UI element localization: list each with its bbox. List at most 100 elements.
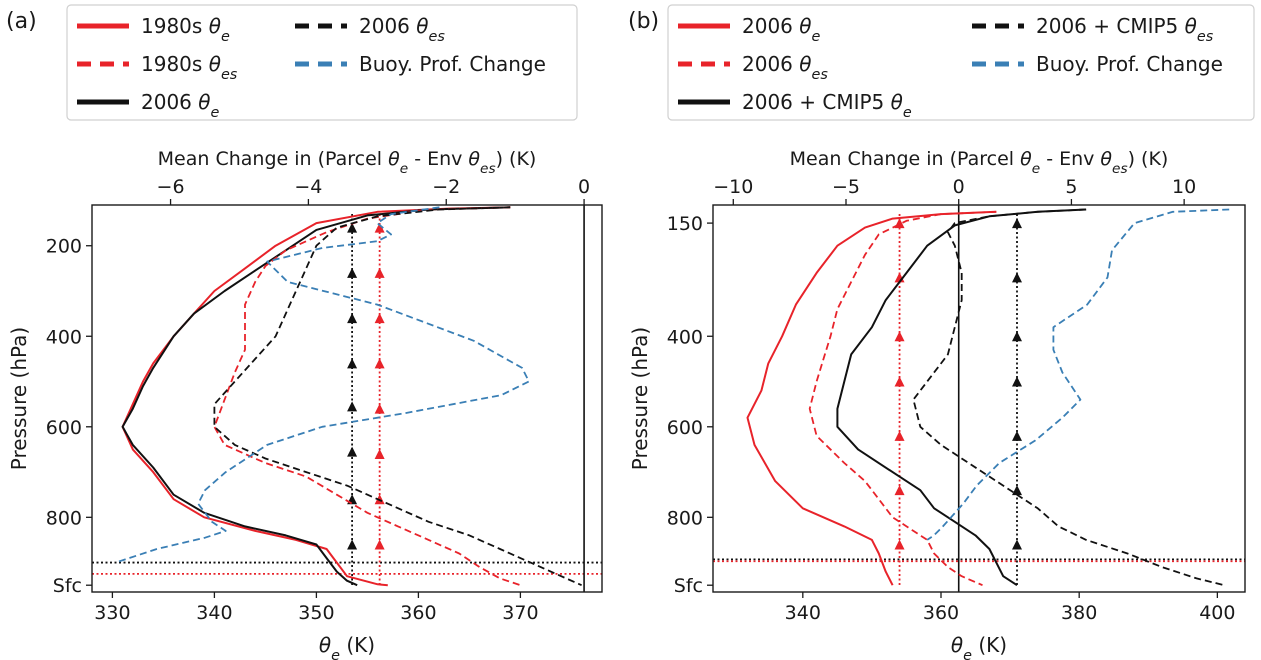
legend-label: 2006 θe​ [742, 14, 821, 45]
triangle-marker [374, 267, 385, 278]
panel-b: (b)2006 θe​2006 θes​2006 + CMIP5 θe​2006… [628, 4, 1255, 660]
y-tick-label: 600 [46, 417, 82, 439]
x-tick-label: 360 [400, 602, 436, 624]
y-tick-label: 400 [46, 326, 82, 348]
legend-entry-2006-thetaes: 2006 θes​ [295, 14, 445, 45]
top-tick-label: −4 [294, 176, 322, 198]
y-axis: 150 400 600 800 Sfc Pressure (hPa) [628, 213, 713, 597]
series-1980s-thetaes-dashed [213, 206, 521, 587]
series-2006-thetaes-dashed [213, 206, 582, 587]
triangle-marker [347, 222, 358, 233]
triangle-marker [1012, 331, 1022, 342]
series-2006-thetae-solid [121, 206, 511, 587]
plot-frame [91, 204, 603, 593]
triangle-marker [374, 403, 385, 414]
y-tick-label: 800 [667, 507, 703, 529]
triangle-marker [347, 539, 358, 550]
x-axis-label: θe​ (K) [951, 633, 1007, 660]
legend-label: 1980s θe​ [141, 14, 230, 45]
legend-entry-2006-cmip5-thetae: 2006 + CMIP5 θe​ [678, 90, 912, 121]
legend-label: 2006 + CMIP5 θe​ [742, 90, 912, 121]
triangle-marker [1012, 430, 1022, 441]
triangle-marker [1012, 218, 1022, 229]
triangle-marker [894, 376, 905, 387]
x-axis-bottom: 340 360 380 400 θe​ (K) [785, 592, 1235, 660]
legend-entry-1980s-thetaes: 1980s θes​ [77, 52, 238, 83]
series-buoy-prof-change-dashed [115, 206, 530, 564]
triangle-marker [1012, 272, 1022, 283]
triangle-marker [374, 448, 385, 459]
panel-label: (a) [6, 9, 37, 34]
legend-entry-buoy-prof-change: Buoy. Prof. Change [295, 52, 546, 76]
triangle-marker [347, 267, 358, 278]
legend-entry-2006-thetaes: 2006 θes​ [678, 52, 828, 83]
legend-label: 2006 θe​ [141, 90, 220, 121]
x-axis-label: θe​ (K) [319, 633, 375, 660]
y-axis-label: Pressure (hPa) [7, 327, 31, 470]
top-axis-label: Mean Change in (Parcel θe​ - Env θes​) (… [790, 148, 1169, 177]
series-2006-thetaes-dashed [808, 210, 997, 587]
legend-label: 2006 θes​ [742, 52, 828, 83]
legend-entry-1980s-thetae: 1980s θe​ [77, 14, 230, 45]
triangle-marker [374, 539, 385, 550]
y-tick-label: Sfc [53, 575, 82, 597]
triangle-marker [894, 331, 905, 342]
panel-label: (b) [628, 9, 659, 34]
top-tick-label: 0 [953, 176, 965, 198]
panel-a: (a) 1980s θe​ 1980s θes​ 2006 θe​ 2006 θes​ B… [6, 4, 603, 660]
triangle-marker [347, 401, 358, 412]
triangle-marker [1012, 376, 1022, 387]
plot-area [713, 205, 1245, 592]
legend: 2006 θe​ 2006 θes​ 2006 + CMIP5 θe​ 2006 + … [667, 4, 1255, 121]
series-1980s-thetae-solid [121, 206, 511, 587]
triangle-marker [1012, 485, 1022, 496]
x-tick-label: 370 [502, 602, 538, 624]
triangle-marker [894, 430, 905, 441]
plot-area [92, 205, 602, 592]
triangle-marker [894, 539, 905, 550]
series-2006-cmip5-thetae-solid [836, 208, 1087, 587]
plot-frame [712, 204, 1246, 593]
triangle-marker [347, 446, 358, 457]
top-tick-label: −2 [432, 176, 460, 198]
top-tick-label: −5 [832, 176, 860, 198]
legend-label: 2006 + CMIP5 θes​ [1036, 14, 1214, 45]
triangle-marker [374, 313, 385, 324]
y-axis: 200 400 600 800 Sfc Pressure (hPa) [7, 236, 92, 597]
y-tick-label: 200 [46, 236, 82, 258]
triangle-marker [894, 485, 905, 496]
x-axis-top: −6 −4 −2 0 Mean Change in (Parcel θe​ - Env … [157, 148, 590, 205]
legend-label: 2006 θes​ [359, 14, 445, 45]
triangle-marker [347, 358, 358, 369]
x-tick-label: 330 [94, 602, 130, 624]
legend: 1980s θe​ 1980s θes​ 2006 θe​ 2006 θes​ Buoy… [66, 4, 578, 121]
legend-entry-buoy-prof-change: Buoy. Prof. Change [972, 52, 1223, 76]
legend-label: 1980s θes​ [141, 52, 238, 83]
x-axis-bottom: 330 340 350 360 370 θe​ (K) [94, 592, 539, 660]
top-tick-label: 0 [578, 176, 590, 198]
x-tick-label: 340 [196, 602, 232, 624]
series-2006-thetae-solid [746, 210, 997, 586]
x-tick-label: 360 [923, 602, 959, 624]
legend-label: Buoy. Prof. Change [359, 52, 546, 76]
legend-entry-2006-thetae: 2006 θe​ [77, 90, 220, 121]
legend-entry-2006-cmip5-thetaes: 2006 + CMIP5 θes​ [972, 14, 1214, 45]
legend-label: Buoy. Prof. Change [1036, 52, 1223, 76]
y-tick-label: 800 [46, 507, 82, 529]
x-tick-label: 350 [298, 602, 334, 624]
top-tick-label: 10 [1172, 176, 1196, 198]
triangle-marker [374, 222, 385, 233]
triangle-marker [347, 313, 358, 324]
x-tick-label: 340 [785, 602, 821, 624]
x-tick-label: 380 [1061, 602, 1097, 624]
y-tick-label: Sfc [674, 575, 703, 597]
legend-entry-2006-thetae: 2006 θe​ [678, 14, 821, 45]
series-buoy-prof-change-dashed [926, 208, 1230, 541]
y-axis-label: Pressure (hPa) [628, 327, 652, 470]
top-tick-label: −6 [157, 176, 185, 198]
y-tick-label: 150 [667, 213, 703, 235]
series-2006-cmip5-thetaes-dashed [912, 208, 1225, 587]
y-tick-label: 600 [667, 417, 703, 439]
